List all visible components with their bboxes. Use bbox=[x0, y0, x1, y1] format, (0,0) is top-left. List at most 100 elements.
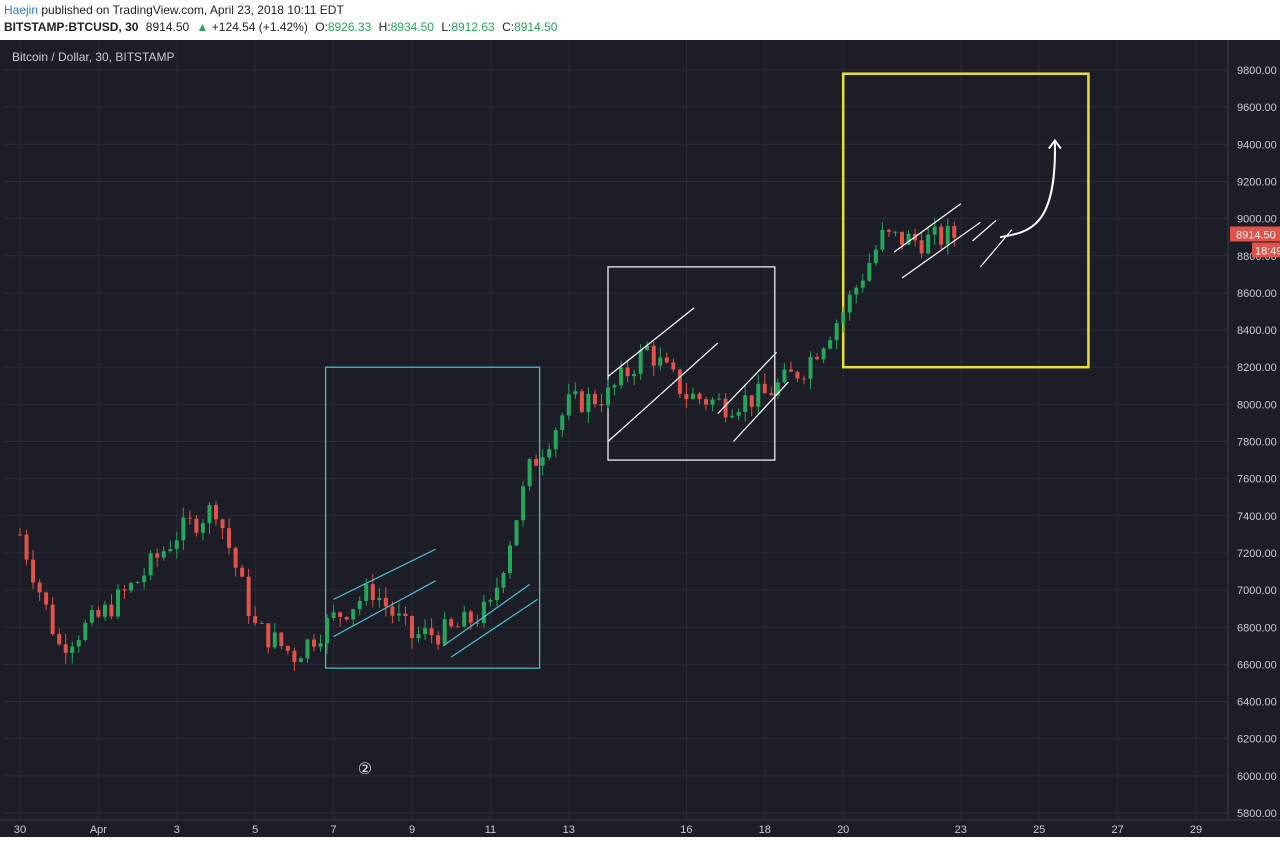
candle-body bbox=[762, 383, 767, 394]
candle-body bbox=[932, 226, 937, 235]
price-change: +124.54 (+1.42%) bbox=[211, 20, 308, 34]
up-arrow-head-icon bbox=[1048, 138, 1062, 150]
high-label: H: bbox=[378, 20, 391, 34]
candle-body bbox=[802, 378, 806, 380]
candle-body bbox=[227, 528, 232, 548]
candle-body bbox=[508, 545, 512, 574]
candle-body bbox=[50, 604, 55, 635]
candle-body bbox=[612, 385, 617, 388]
y-tick-label: 8000.00 bbox=[1237, 399, 1277, 411]
candle-body bbox=[181, 517, 186, 541]
candle-body bbox=[540, 457, 545, 466]
candle-body bbox=[76, 639, 81, 647]
x-tick-label: 30 bbox=[14, 824, 26, 836]
countdown-tag-label: 18:49 bbox=[1255, 245, 1280, 257]
candle-body bbox=[70, 646, 75, 653]
publish-header: Haejin published on TradingView.com, Apr… bbox=[0, 0, 1280, 40]
candle-body bbox=[325, 617, 330, 644]
price-chart[interactable]: ② 5800.00 6000.00 6200.00 6400.00 6600.00 680… bbox=[0, 40, 1280, 837]
candle-body bbox=[240, 567, 245, 577]
candle-body bbox=[122, 589, 127, 591]
candle-body bbox=[253, 616, 258, 624]
channel-line bbox=[732, 381, 789, 442]
annotation-rectangle bbox=[841, 72, 1090, 369]
candle-body bbox=[677, 369, 682, 394]
candle-body bbox=[298, 658, 303, 663]
candle-body bbox=[475, 622, 480, 624]
candle-body bbox=[403, 613, 408, 617]
last-price: 8914.50 bbox=[145, 20, 190, 34]
candle-body bbox=[756, 383, 761, 407]
candle-body bbox=[743, 395, 748, 412]
candle-body bbox=[174, 540, 179, 549]
candle-body bbox=[828, 340, 833, 349]
candle-body bbox=[860, 280, 865, 288]
price-axis[interactable]: 5800.00 6000.00 6200.00 6400.00 6600.00 6800.… bbox=[1227, 40, 1280, 837]
candle-body bbox=[344, 616, 349, 620]
candle-body bbox=[357, 600, 362, 610]
candle-body bbox=[18, 534, 22, 536]
candle-body bbox=[690, 393, 695, 400]
time-axis[interactable]: 30 Apr 3 5 7 9 11 13 16 18 20 23 25 27 29 bbox=[0, 819, 1280, 837]
channel-line bbox=[972, 220, 997, 242]
low-value: 8912.63 bbox=[451, 20, 495, 34]
candle-body bbox=[455, 626, 460, 628]
candle-body bbox=[547, 449, 552, 458]
candle-body bbox=[377, 597, 382, 600]
candle-body bbox=[684, 393, 689, 400]
candle-body bbox=[383, 597, 388, 607]
candle-body bbox=[834, 323, 839, 341]
circled-number-label: ② bbox=[358, 761, 372, 778]
x-tick-label: 23 bbox=[955, 824, 967, 836]
candle-body bbox=[717, 398, 722, 400]
candle-body bbox=[331, 612, 336, 618]
chart-area[interactable]: ② 5800.00 6000.00 6200.00 6400.00 6600.00 680… bbox=[0, 40, 1280, 837]
candle-body bbox=[697, 393, 702, 400]
y-tick-label: 7600.00 bbox=[1237, 474, 1277, 486]
candle-body bbox=[416, 634, 421, 639]
candle-body bbox=[449, 619, 454, 627]
candle-body bbox=[847, 294, 852, 313]
candle-body bbox=[292, 650, 297, 663]
last-price-tag-label: 8914.50 bbox=[1236, 229, 1276, 241]
candle-body bbox=[24, 534, 29, 560]
y-tick-label: 8600.00 bbox=[1237, 288, 1277, 300]
publish-line: Haejin published on TradingView.com, Apr… bbox=[4, 3, 344, 17]
candle-body bbox=[586, 393, 591, 413]
channel-line bbox=[717, 351, 777, 415]
chart-grid bbox=[4, 40, 1228, 820]
candle-body bbox=[102, 604, 107, 617]
up-triangle-icon: ▲ bbox=[196, 20, 209, 34]
candle-body bbox=[730, 415, 735, 418]
candle-body bbox=[534, 458, 539, 466]
y-tick-label: 8200.00 bbox=[1237, 362, 1277, 374]
annotation-boxes bbox=[325, 72, 1090, 669]
x-tick-label: 16 bbox=[680, 824, 692, 836]
candle-body bbox=[109, 604, 114, 617]
y-tick-label: 6400.00 bbox=[1237, 697, 1277, 709]
channel-line bbox=[443, 584, 530, 647]
candle-body bbox=[285, 645, 290, 651]
candle-body bbox=[494, 587, 499, 601]
candle-body bbox=[749, 395, 754, 407]
candle-body bbox=[410, 616, 414, 639]
channel-line bbox=[901, 221, 981, 279]
candle-body bbox=[155, 553, 160, 558]
x-tick-label: 3 bbox=[174, 824, 180, 836]
published-text: published on TradingView.com, April 23, … bbox=[41, 3, 344, 17]
y-tick-label: 5800.00 bbox=[1237, 808, 1277, 820]
candle-body bbox=[795, 371, 800, 379]
x-tick-label: 29 bbox=[1190, 824, 1202, 836]
candle-body bbox=[429, 628, 434, 636]
candle-body bbox=[272, 632, 277, 648]
candle-body bbox=[769, 393, 774, 396]
candles bbox=[18, 217, 957, 671]
candle-body bbox=[880, 229, 885, 250]
candle-body bbox=[214, 504, 218, 520]
x-tick-label: 5 bbox=[252, 824, 258, 836]
y-tick-label: 7800.00 bbox=[1237, 437, 1277, 449]
x-tick-label: 13 bbox=[563, 824, 575, 836]
candle-body bbox=[436, 635, 441, 645]
channel-line bbox=[607, 342, 719, 442]
author-link[interactable]: Haejin bbox=[4, 3, 39, 17]
